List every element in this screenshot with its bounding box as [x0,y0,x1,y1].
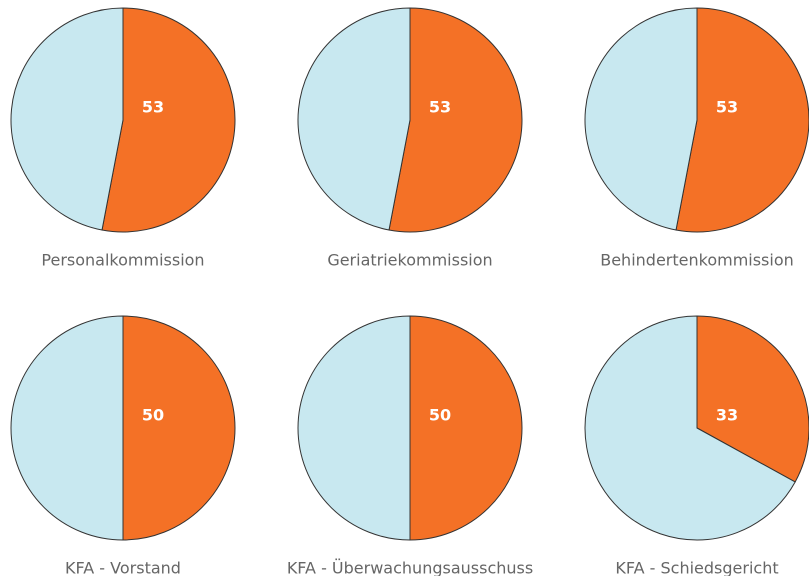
pie-label: Behindertenkommission [600,251,794,270]
pie-slice [584,7,698,231]
value-label: 53 [716,98,738,117]
value-label: 50 [429,406,451,425]
pie-slice [10,7,124,231]
value-label: 53 [429,98,451,117]
pie-label: KFA - Überwachungsausschuss [287,559,533,576]
value-label: 53 [142,98,164,117]
value-label: 33 [716,406,738,425]
pie-slice [122,315,236,541]
value-label: 50 [142,406,164,425]
pie-slice [696,315,809,483]
pie-label: KFA - Schiedsgericht [615,559,778,576]
pie-label: KFA - Vorstand [65,559,181,576]
pie-slice [409,315,523,541]
pie-slice [297,315,411,541]
pie-slice [297,7,411,231]
pie-slice [584,315,796,541]
pie-slice [101,7,236,233]
pie-slice [675,7,809,233]
pie-slice [388,7,523,233]
pie-label: Personalkommission [41,251,204,270]
pie-slice [10,315,124,541]
pie-label: Geriatriekommission [327,251,492,270]
